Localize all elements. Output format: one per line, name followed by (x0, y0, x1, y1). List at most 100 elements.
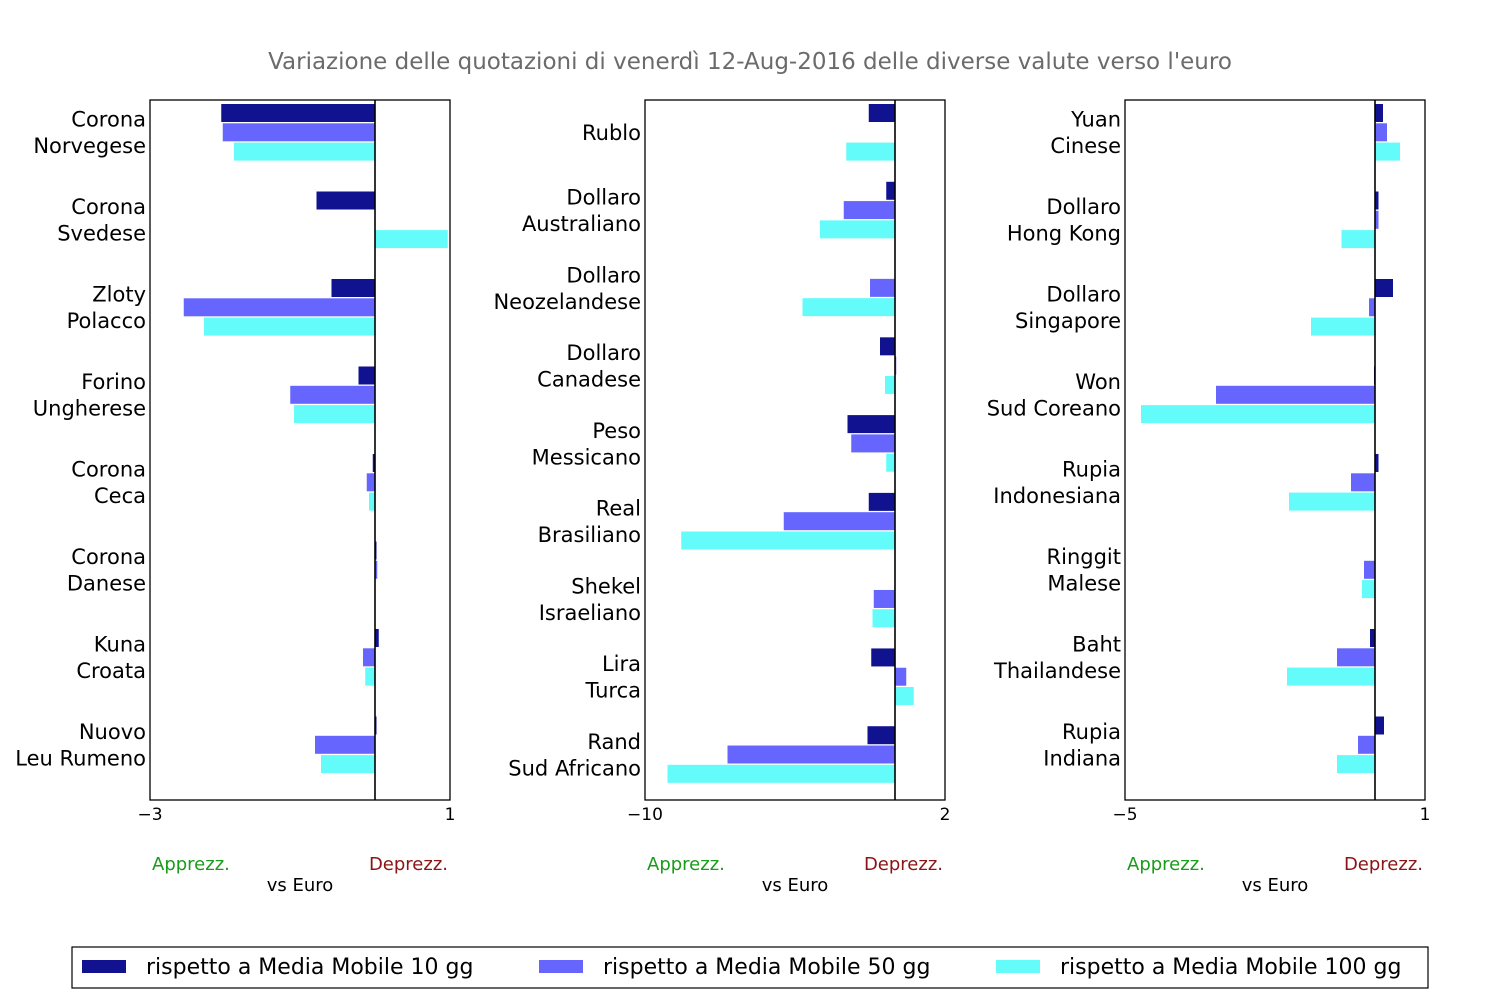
category-label: Indonesiana (993, 484, 1121, 508)
bar-p3-c2-s3 (1341, 230, 1375, 249)
bar-p1-c5-s3 (369, 492, 375, 511)
bar-p2-c9-s3 (667, 764, 895, 783)
bar-p1-c2-s3 (375, 230, 448, 249)
category-label: Kuna (94, 633, 146, 657)
category-label: Lira (602, 652, 641, 676)
category-label: Israeliano (539, 601, 641, 625)
category-label: Canadese (537, 368, 641, 392)
bar-p3-c3-s1 (1375, 279, 1393, 297)
category-label: Polacco (67, 309, 146, 333)
category-label: Ringgit (1047, 545, 1121, 569)
bar-p3-c3-s3 (1311, 317, 1375, 336)
bar-p1-c4-s2 (290, 385, 375, 404)
bar-p2-c3-s2 (870, 278, 895, 297)
category-label: Norvegese (33, 134, 146, 158)
legend-label-1: rispetto a Media Mobile 10 gg (146, 955, 473, 980)
legend-swatch-1 (82, 960, 126, 973)
bar-p2-c6-s2 (783, 512, 895, 531)
bar-p1-c1-s2 (222, 123, 375, 142)
deprezz-label: Deprezz. (864, 854, 943, 875)
category-label: Dollaro (1046, 195, 1121, 219)
bar-p1-c7-s1 (375, 629, 379, 647)
bar-p2-c5-s1 (847, 415, 895, 434)
category-label: Dollaro (566, 186, 641, 210)
panel-frame (1124, 99, 1426, 801)
bar-p2-c3-s3 (802, 298, 895, 317)
category-label: Indiana (1043, 747, 1121, 771)
bar-p3-c8-s1 (1375, 716, 1384, 735)
legend-label-2: rispetto a Media Mobile 50 gg (603, 955, 930, 980)
panel-frame (149, 99, 451, 801)
category-label: Dollaro (566, 341, 641, 365)
bar-p2-c2-s3 (820, 220, 895, 239)
bar-p2-c1-s3 (846, 142, 895, 161)
bar-p2-c5-s3 (886, 453, 895, 472)
apprezz-label: Apprezz. (152, 854, 230, 875)
apprezz-label: Apprezz. (647, 854, 725, 875)
bar-p3-c5-s2 (1351, 473, 1375, 492)
category-label: Svedese (57, 222, 146, 246)
bar-p1-c6-s2 (375, 560, 378, 579)
chart-title: Variazione delle quotazioni di venerdì 1… (268, 49, 1232, 75)
bar-p3-c3-s2 (1369, 298, 1375, 317)
bar-p1-c2-s1 (316, 191, 375, 210)
category-label: Zloty (92, 283, 146, 307)
bar-p1-c3-s2 (183, 298, 375, 317)
bar-p1-c4-s3 (294, 405, 375, 424)
panel-frame (644, 99, 946, 801)
category-label: Sud Africano (508, 756, 641, 780)
category-label: Croata (76, 659, 146, 683)
category-label: Cinese (1050, 134, 1121, 158)
apprezz-label: Apprezz. (1127, 854, 1205, 875)
bar-p3-c2-s1 (1375, 191, 1379, 210)
bar-p1-c5-s2 (366, 473, 375, 492)
bar-p1-c3-s3 (204, 317, 375, 336)
chart-panels: CoronaNorvegeseCoronaSvedeseZlotyPolacco… (15, 99, 1430, 896)
legend-frame (71, 946, 1429, 989)
bar-p3-c1-s2 (1375, 123, 1387, 142)
bar-p2-c6-s3 (681, 531, 895, 550)
bar-p2-c9-s1 (867, 726, 895, 745)
category-label: Dollaro (1046, 283, 1121, 307)
bar-p1-c1-s1 (221, 104, 375, 122)
category-label: Dollaro (566, 263, 641, 287)
bar-p3-c7-s3 (1287, 667, 1375, 686)
category-label: Turca (584, 679, 641, 703)
bar-p3-c4-s3 (1141, 405, 1375, 424)
bar-p2-c1-s1 (868, 104, 895, 122)
bar-p2-c2-s1 (886, 181, 895, 200)
bar-p2-c6-s1 (868, 492, 895, 511)
bar-p3-c8-s2 (1358, 735, 1375, 754)
category-label: Neozelandese (493, 290, 641, 314)
bar-p2-c2-s2 (843, 201, 895, 220)
tick-label: −5 (1112, 805, 1137, 825)
category-label: Corona (71, 458, 146, 482)
category-label: Rublo (582, 121, 641, 145)
bar-p1-c8-s2 (315, 735, 375, 754)
x-axis-label: vs Euro (762, 875, 829, 896)
bar-p2-c8-s3 (895, 687, 914, 706)
bar-p2-c8-s1 (871, 648, 895, 667)
category-label: Malese (1047, 572, 1121, 596)
bar-p3-c1-s3 (1375, 142, 1400, 161)
bar-p3-c6-s2 (1364, 560, 1375, 579)
bar-p2-c4-s3 (885, 375, 895, 394)
bar-p3-c6-s3 (1362, 580, 1375, 599)
category-label: Corona (71, 545, 146, 569)
tick-label: −3 (137, 805, 162, 825)
category-label: Messicano (532, 445, 641, 469)
category-label: Leu Rumeno (15, 747, 146, 771)
category-label: Corona (71, 108, 146, 132)
bar-p3-c2-s2 (1375, 210, 1379, 229)
bar-p1-c1-s3 (234, 142, 375, 161)
category-label: Shekel (571, 574, 641, 598)
bar-p2-c7-s2 (873, 589, 895, 608)
category-label: Yuan (1070, 108, 1121, 132)
category-label: Ceca (94, 484, 146, 508)
category-label: Australiano (522, 212, 641, 236)
bar-p3-c5-s1 (1375, 454, 1379, 472)
bar-p3-c4-s2 (1216, 385, 1375, 404)
category-label: Brasiliano (538, 523, 641, 547)
panel-1: CoronaNorvegeseCoronaSvedeseZlotyPolacco… (15, 99, 455, 896)
